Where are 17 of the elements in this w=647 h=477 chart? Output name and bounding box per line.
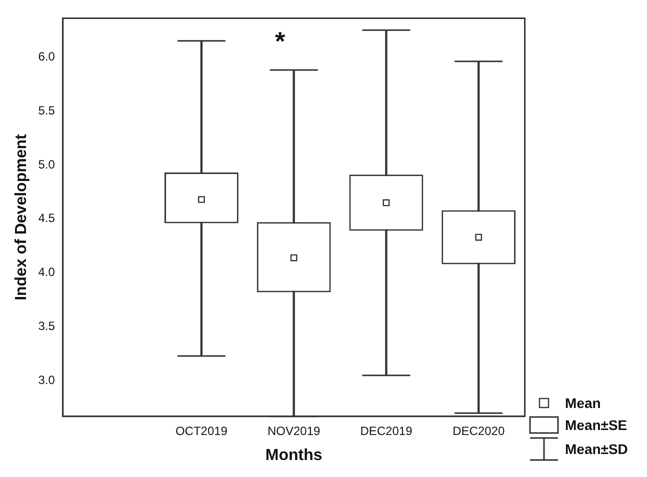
x-tick-label: DEC2020 <box>452 424 505 438</box>
y-tick-label: 5.5 <box>38 103 56 118</box>
y-tick-label: 5.0 <box>38 157 56 172</box>
y-tick-label: 4.5 <box>38 211 56 226</box>
x-tick-label: DEC2019 <box>360 424 413 438</box>
y-axis-title: Index of Development <box>13 134 30 300</box>
text: Mean±SE <box>565 417 628 433</box>
x-tick-label: NOV2019 <box>267 424 321 438</box>
x-axis-title: Months <box>265 446 322 464</box>
text: Mean±SD <box>565 441 628 457</box>
y-tick-label: 4.0 <box>38 265 56 280</box>
text: Mean <box>565 395 601 411</box>
y-tick-label: 6.0 <box>38 49 56 64</box>
y-tick-label: 3.5 <box>38 319 56 334</box>
y-tick-label: 3.0 <box>38 373 56 388</box>
annotation: * <box>275 26 286 56</box>
x-tick-label: OCT2019 <box>175 424 228 438</box>
